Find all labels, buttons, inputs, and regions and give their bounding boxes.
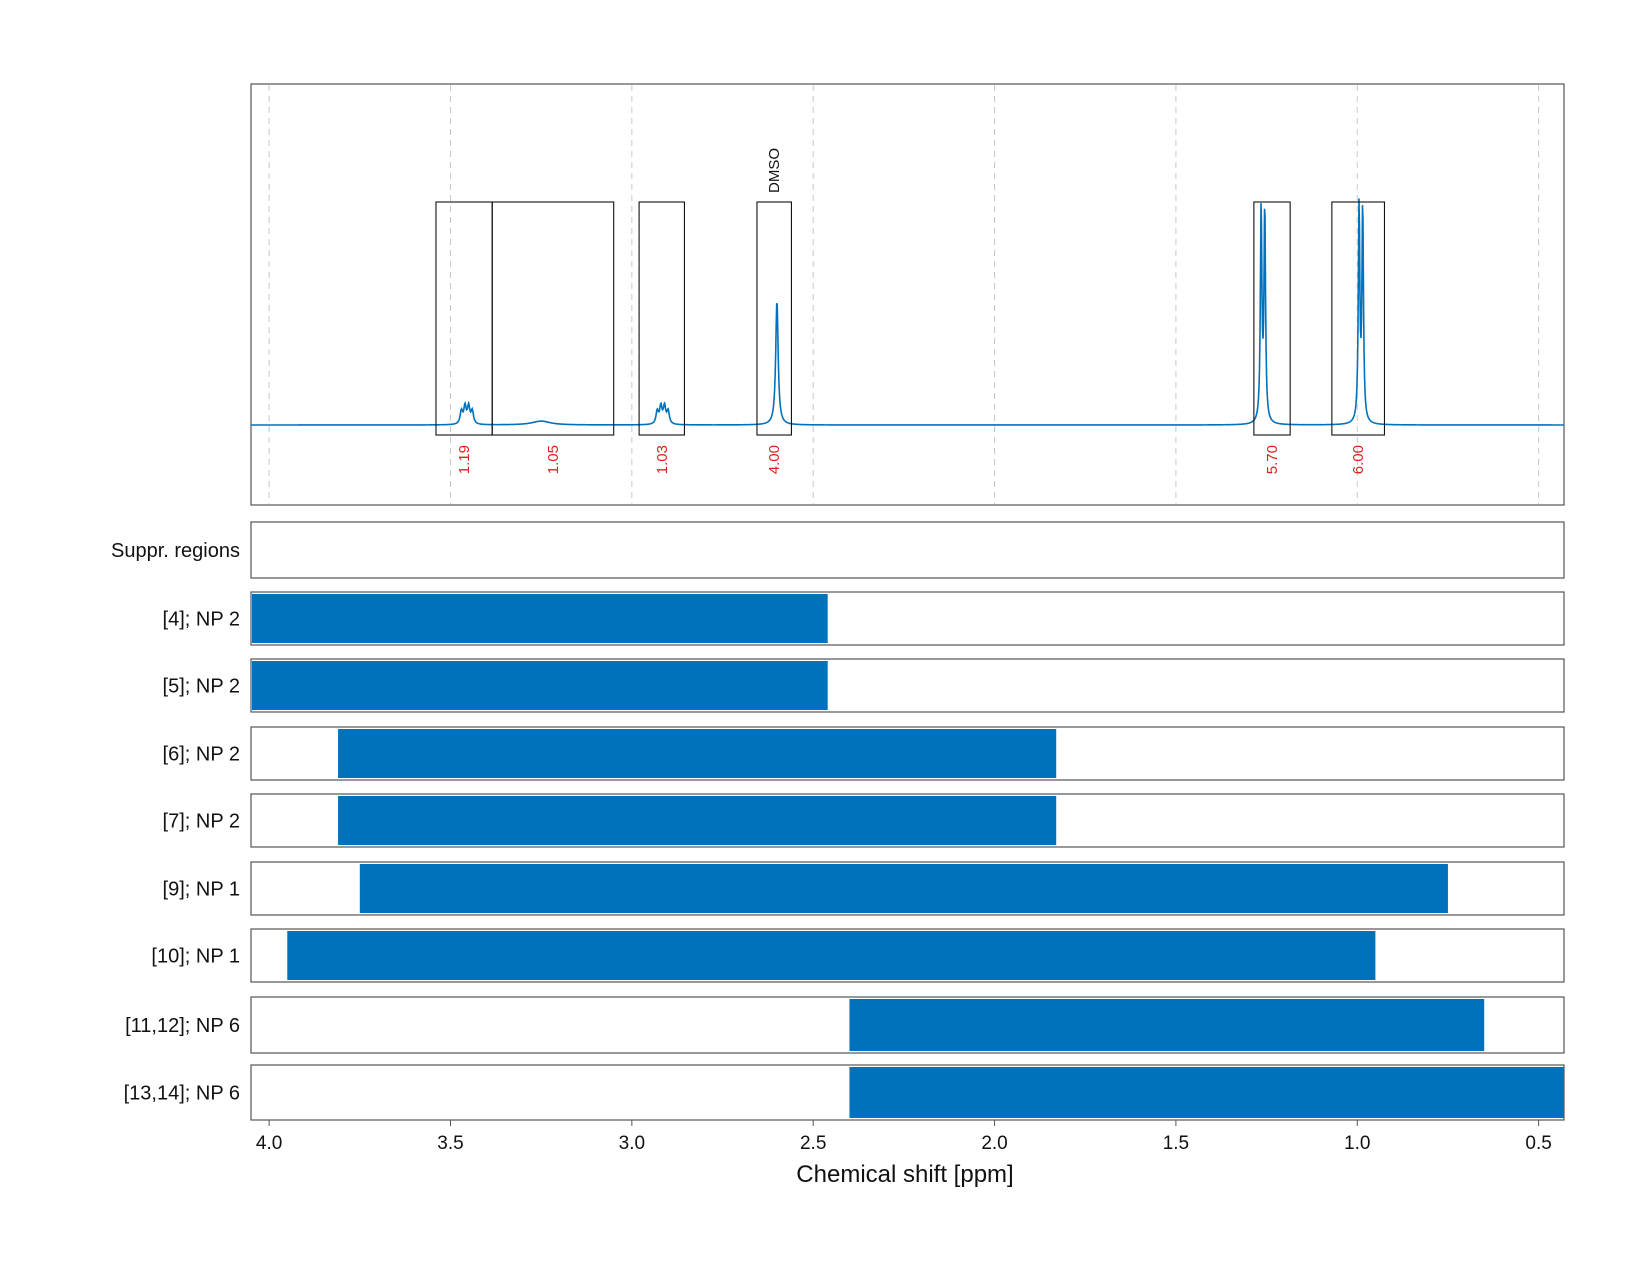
row-bar-3	[338, 729, 1057, 778]
row-label-5: [9]; NP 1	[163, 879, 240, 901]
x-tick-label-2: 3.0	[619, 1133, 645, 1154]
row-frame-4	[250, 793, 1565, 848]
row-frame-0	[250, 521, 1565, 579]
integration-box-4	[1253, 201, 1291, 436]
row-bar-8	[849, 1067, 1564, 1118]
row-label-8: [13,14]; NP 6	[124, 1083, 240, 1105]
spectrum-trace	[251, 198, 1564, 426]
range-rows: Suppr. regions [4]; NP 2 [5]; NP 2 [6]; NP …	[111, 521, 1565, 1121]
row-bar-6	[287, 931, 1376, 980]
row-label-7: [11,12]; NP 6	[125, 1015, 240, 1037]
x-axis-label: Chemical shift [ppm]	[796, 1161, 1013, 1188]
row-frame-5	[250, 861, 1565, 916]
row-frame-3	[250, 726, 1565, 781]
row-label-6: [10]; NP 1	[151, 946, 240, 968]
row-label-4: [7]; NP 2	[163, 811, 240, 833]
row-label-3: [6]; NP 2	[163, 744, 240, 766]
x-tick-label-0: 4.0	[256, 1133, 282, 1154]
grid-lines	[268, 85, 1540, 504]
row-bar-1	[252, 594, 828, 643]
row-bar-2	[252, 661, 828, 710]
integration-box-5	[1331, 201, 1386, 436]
integral-value-1: 1.05	[545, 445, 562, 474]
integration-box-1	[491, 201, 615, 436]
row-frame-1	[250, 591, 1565, 646]
integration-box-3	[756, 201, 792, 436]
integral-value-0: 1.19	[456, 445, 473, 474]
row-label-2: [5]; NP 2	[163, 676, 240, 698]
row-bar-5	[359, 864, 1448, 913]
x-axis: 4.0 3.5 3.0 2.5 2.0 1.5 1.0 0.5	[256, 1120, 1552, 1154]
x-tick-label-5: 1.5	[1163, 1133, 1189, 1154]
row-frame-7	[250, 996, 1565, 1054]
x-tick-label-4: 2.0	[981, 1133, 1007, 1154]
integral-value-4: 5.70	[1264, 445, 1281, 474]
x-tick-label-6: 1.0	[1344, 1133, 1370, 1154]
x-tick-label-1: 3.5	[437, 1133, 463, 1154]
row-bar-4	[338, 796, 1057, 845]
integration-box-2	[638, 201, 685, 436]
integral-value-2: 1.03	[654, 445, 671, 474]
row-label-0: Suppr. regions	[111, 540, 240, 562]
integral-value-3: 4.00	[766, 445, 783, 474]
spectrum-panel: 1.19 1.05 1.03 4.00 DMSO 5.70 6.00	[251, 148, 1564, 474]
spectrum-panel-frame	[250, 83, 1565, 506]
row-label-1: [4]; NP 2	[163, 609, 240, 631]
row-frame-2	[250, 658, 1565, 713]
x-tick-label-7: 0.5	[1525, 1133, 1551, 1154]
row-frame-6	[250, 928, 1565, 983]
integration-box-0	[435, 201, 493, 436]
peak-annotation-3: DMSO	[766, 148, 783, 193]
x-tick-label-3: 2.5	[800, 1133, 826, 1154]
integral-value-5: 6.00	[1350, 445, 1367, 474]
row-bar-7	[849, 999, 1485, 1051]
